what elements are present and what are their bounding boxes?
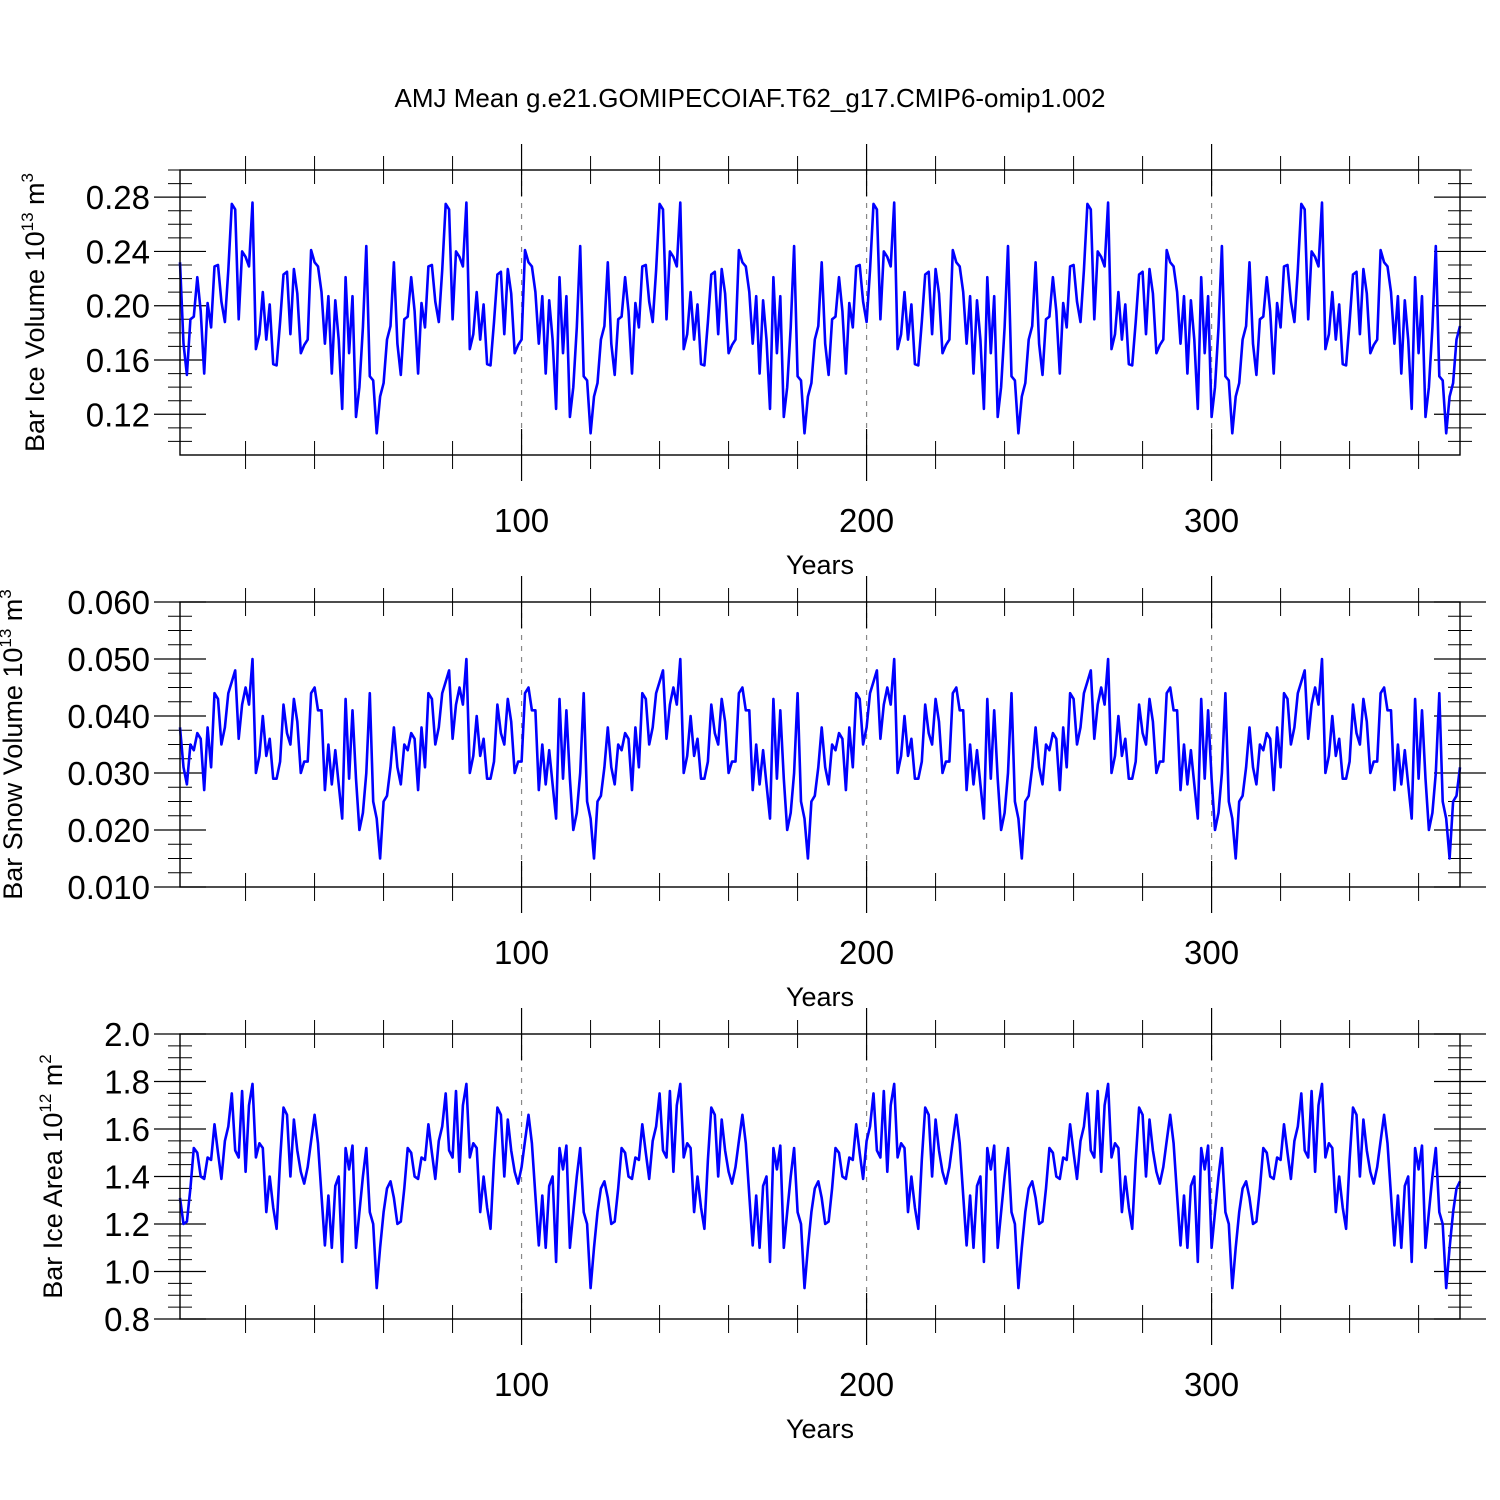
y-axis-label-unit-exponent: 3 bbox=[18, 173, 37, 182]
ytick-label: 1.2 bbox=[104, 1206, 150, 1243]
ytick-label: 0.8 bbox=[104, 1301, 150, 1338]
series-line bbox=[178, 201, 1462, 435]
y-axis-label-exponent: 13 bbox=[18, 212, 37, 231]
y-axis-label-main: Bar Ice Area 10 bbox=[38, 1113, 68, 1299]
series-line bbox=[178, 657, 1462, 860]
xtick-label: 100 bbox=[494, 1366, 549, 1403]
ytick-label: 0.030 bbox=[67, 755, 150, 792]
x-axis-label: Years bbox=[786, 550, 854, 580]
xtick-label: 200 bbox=[839, 502, 894, 539]
panel-3: 0.8 1.0 1.2 1.4 1.6 1.8 2.0 100 200 300 Years Bar I… bbox=[36, 1008, 1486, 1444]
ytick-label: 0.060 bbox=[67, 584, 150, 621]
xtick-label: 100 bbox=[494, 934, 549, 971]
plot-frame bbox=[179, 1033, 1461, 1320]
xtick-label: 300 bbox=[1184, 1366, 1239, 1403]
y-axis-label-exponent: 12 bbox=[36, 1094, 55, 1113]
y-axis-label-unit: m bbox=[38, 1064, 68, 1094]
y-axis-label-main: Bar Snow Volume 10 bbox=[0, 648, 28, 900]
ytick-label: 0.16 bbox=[86, 342, 150, 379]
plot-frame bbox=[179, 601, 1461, 888]
chart-title: AMJ Mean g.e21.GOMIPECOIAF.T62_g17.CMIP6… bbox=[395, 83, 1106, 113]
ytick-label: 1.4 bbox=[104, 1159, 150, 1196]
ytick-label: 0.020 bbox=[67, 812, 150, 849]
ytick-label: 1.6 bbox=[104, 1111, 150, 1148]
xtick-label: 100 bbox=[494, 502, 549, 539]
y-axis-label: Bar Ice Volume 1013 m3 bbox=[18, 173, 50, 452]
ytick-label: 1.8 bbox=[104, 1064, 150, 1101]
y-axis-label-exponent: 13 bbox=[0, 629, 15, 648]
xtick-label: 200 bbox=[839, 1366, 894, 1403]
xtick-label: 200 bbox=[839, 934, 894, 971]
ytick-label: 2.0 bbox=[104, 1016, 150, 1053]
x-axis-label: Years bbox=[786, 1414, 854, 1444]
y-axis-label-unit: m bbox=[0, 599, 28, 629]
x-axis-label: Years bbox=[786, 982, 854, 1012]
y-axis-label: Bar Snow Volume 1013 m3 bbox=[0, 589, 28, 900]
ytick-label: 0.28 bbox=[86, 179, 150, 216]
y-axis-label-unit: m bbox=[20, 182, 50, 212]
ytick-label: 0.040 bbox=[67, 698, 150, 735]
y-axis-label: Bar Ice Area 1012 m2 bbox=[36, 1054, 68, 1299]
y-axis-label-unit-exponent: 3 bbox=[0, 589, 15, 598]
plot-frame bbox=[179, 169, 1461, 456]
ytick-label: 0.050 bbox=[67, 641, 150, 678]
ytick-label: 1.0 bbox=[104, 1254, 150, 1291]
ytick-label: 0.20 bbox=[86, 288, 150, 325]
ytick-label: 0.12 bbox=[86, 396, 150, 433]
y-axis-label-main: Bar Ice Volume 10 bbox=[20, 231, 50, 452]
panel-1: 0.12 0.16 0.20 0.24 0.28 100 200 300 Years Bar Ic… bbox=[18, 144, 1486, 580]
xtick-label: 300 bbox=[1184, 934, 1239, 971]
xtick-label: 300 bbox=[1184, 502, 1239, 539]
panel-2: 0.010 0.020 0.030 0.040 0.050 0.060 100 200 300 Y… bbox=[0, 576, 1486, 1012]
ytick-label: 0.010 bbox=[67, 869, 150, 906]
ytick-label: 0.24 bbox=[86, 233, 150, 270]
series-line bbox=[178, 1082, 1462, 1290]
y-axis-label-unit-exponent: 2 bbox=[36, 1054, 55, 1063]
